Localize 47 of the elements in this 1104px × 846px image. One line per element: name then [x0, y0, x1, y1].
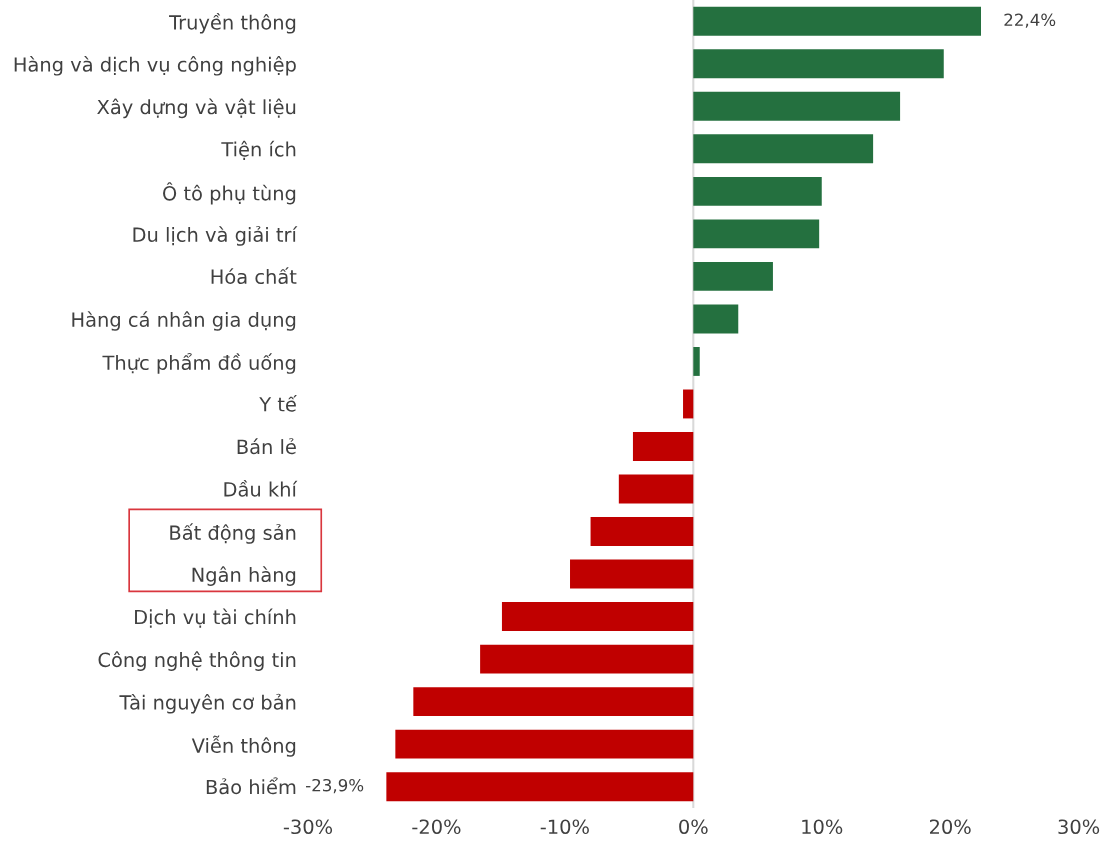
- bar: [693, 49, 944, 79]
- y-tick-label: Ô tô phụ tùng: [163, 182, 296, 205]
- bar: [693, 176, 822, 206]
- data-label: -23,9%: [305, 778, 364, 794]
- x-tick-label: 30%: [1058, 819, 1100, 835]
- x-tick-label: -10%: [540, 819, 589, 835]
- y-tick-label: Tiện ích: [221, 140, 296, 160]
- bar: [683, 389, 694, 419]
- y-tick-label: Bảo hiểm: [206, 777, 296, 795]
- y-tick-label: Hàng và dịch vụ công nghiệp: [14, 56, 296, 76]
- bar: [413, 687, 694, 717]
- y-tick-label: Dầu khí: [224, 479, 298, 497]
- y-tick-label: Thực phẩm đồ uống: [102, 353, 296, 374]
- y-tick-label: Xây dựng và vật liệu: [97, 98, 296, 119]
- bar: [395, 729, 694, 759]
- bar: [618, 474, 694, 504]
- y-tick-label: Truyền thông: [169, 13, 296, 34]
- bar: [693, 219, 820, 249]
- bar: [570, 559, 694, 589]
- y-tick-label: Viễn thông: [191, 735, 296, 757]
- y-tick-label: Ngân hàng: [192, 566, 296, 586]
- x-tick-label: 0%: [679, 819, 708, 835]
- y-tick-label: Dịch vụ tài chính: [135, 608, 296, 628]
- y-tick-label: Tài nguyên cơ bản: [119, 693, 296, 714]
- bar: [480, 644, 694, 674]
- y-tick-label: Hàng cá nhân gia dụng: [72, 311, 296, 331]
- x-tick-label: -30%: [283, 819, 333, 835]
- x-tick-label: 20%: [929, 819, 971, 835]
- bar: [386, 772, 694, 802]
- bar: [693, 6, 981, 36]
- bar: [693, 91, 901, 121]
- bar: [632, 432, 694, 461]
- x-tick-label: -20%: [412, 819, 461, 835]
- x-tick-label: 10%: [802, 819, 843, 835]
- y-tick-label: Bất động sản: [170, 523, 296, 544]
- y-tick-label: Bán lẻ: [237, 438, 296, 455]
- data-label: 22,4%: [1004, 13, 1056, 28]
- y-tick-label: Du lịch và giải trí: [133, 226, 298, 246]
- bar: [501, 602, 694, 632]
- bar: [590, 517, 694, 546]
- bar: [693, 134, 874, 164]
- y-tick-label: Hóa chất: [211, 267, 297, 285]
- y-tick-label: Công nghệ thông tin: [98, 651, 296, 671]
- bar: [693, 346, 700, 376]
- bar: [693, 261, 773, 291]
- bar: [693, 304, 739, 334]
- y-tick-label: Y tế: [259, 394, 297, 412]
